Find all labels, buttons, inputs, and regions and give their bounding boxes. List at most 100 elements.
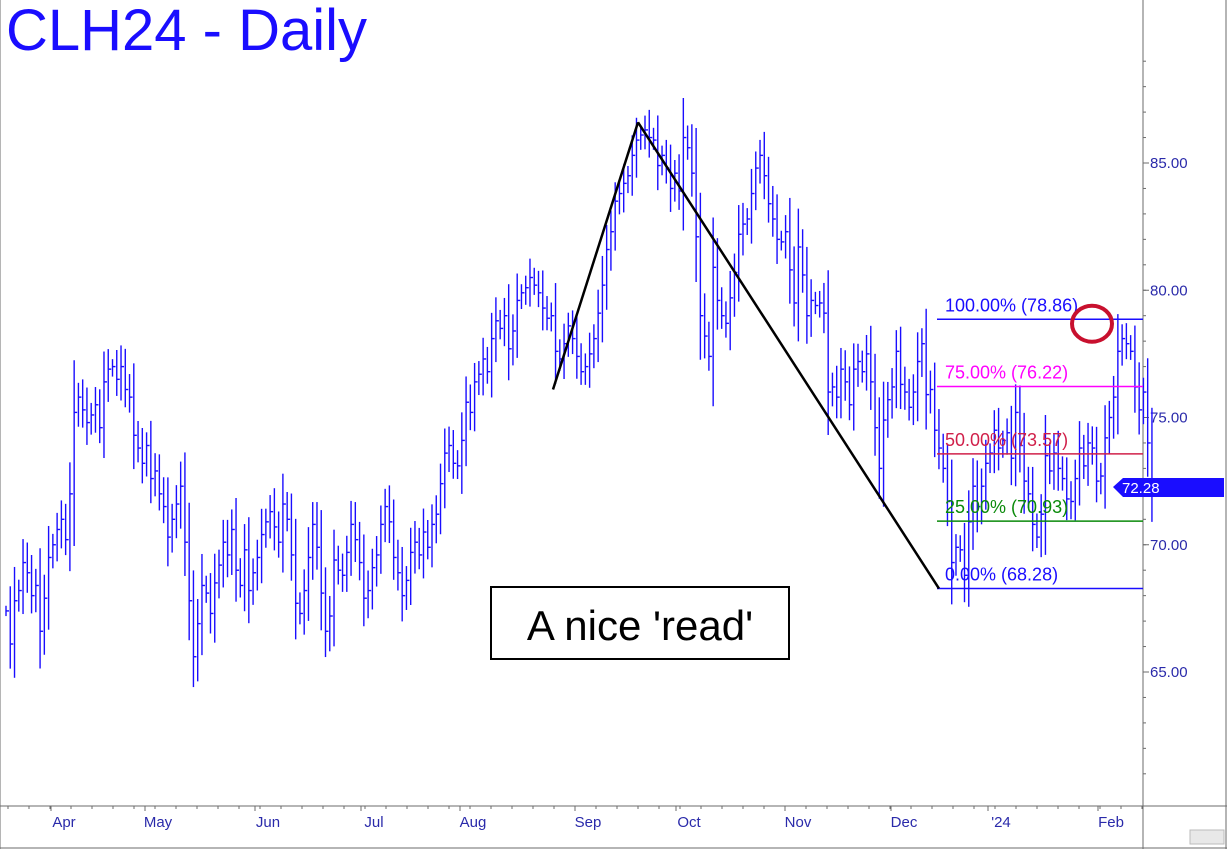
ohlc-bar — [120, 345, 125, 401]
x-tick-label: '24 — [991, 814, 1011, 831]
ohlc-bar — [640, 125, 644, 150]
ohlc-bar — [584, 353, 589, 385]
ohlc-bar — [840, 347, 844, 419]
ohlc-bar — [346, 535, 350, 592]
ohlc-bar — [533, 267, 538, 295]
ohlc-bar — [972, 458, 977, 550]
ohlc-bar — [495, 297, 499, 363]
ohlc-bar — [516, 273, 521, 358]
ohlc-bar — [56, 512, 61, 562]
y-tick-label: 80.00 — [1150, 282, 1188, 299]
ohlc-bar — [1074, 459, 1079, 521]
ohlc-bar — [401, 546, 406, 622]
x-tick-label: Feb — [1098, 814, 1124, 831]
ohlc-bar — [260, 508, 265, 584]
ohlc-bar — [1066, 457, 1070, 521]
ohlc-bar — [955, 534, 959, 576]
ohlc-bar — [43, 574, 48, 655]
ohlc-bar — [137, 420, 142, 463]
ohlc-bar — [150, 420, 154, 504]
ohlc-bar — [916, 332, 921, 422]
ohlc-bar — [789, 197, 793, 304]
y-tick-label: 85.00 — [1150, 155, 1188, 172]
ohlc-bar — [648, 109, 653, 158]
ohlc-bar — [103, 351, 107, 459]
ohlc-bar — [682, 98, 687, 231]
ohlc-bar — [1117, 314, 1121, 435]
ohlc-bar — [865, 334, 870, 391]
ohlc-bar — [1010, 405, 1015, 486]
ohlc-bar — [486, 346, 491, 384]
ohlc-bar — [1100, 462, 1104, 495]
x-tick-label: Apr — [52, 814, 75, 831]
ohlc-bar — [1125, 323, 1130, 360]
ohlc-bar — [780, 230, 785, 251]
ohlc-bar — [329, 595, 333, 652]
ohlc-bar — [435, 495, 440, 544]
annotation-text: A nice 'read' — [527, 602, 753, 649]
ohlc-bars — [5, 98, 1155, 688]
ohlc-bar — [844, 350, 849, 401]
ohlc-bar — [265, 508, 269, 548]
ohlc-bar — [18, 579, 22, 612]
ohlc-bar — [478, 361, 482, 396]
ohlc-bar — [755, 151, 759, 211]
ohlc-bar — [286, 492, 291, 532]
ohlc-bar — [631, 135, 636, 196]
ohlc-bar — [375, 536, 380, 587]
ohlc-bar — [686, 125, 691, 160]
ohlc-bar — [473, 362, 478, 432]
ohlc-bar — [312, 502, 316, 580]
ohlc-bar — [35, 568, 39, 613]
ohlc-bar — [1070, 481, 1074, 520]
ohlc-bar — [1044, 415, 1049, 555]
ohlc-bar — [167, 477, 171, 567]
ohlc-bar — [1129, 335, 1134, 360]
ohlc-bar — [763, 131, 768, 200]
annotation-frame — [490, 586, 790, 660]
ohlc-bar — [248, 517, 252, 624]
ohlc-bar — [405, 566, 410, 610]
ohlc-bar — [708, 321, 712, 371]
ohlc-bar — [201, 553, 205, 656]
last-price-label: 72.28 — [1122, 480, 1160, 497]
ohlc-bar — [22, 539, 27, 615]
ohlc-bar — [537, 270, 542, 308]
ohlc-bar — [158, 454, 163, 511]
ohlc-bar — [593, 324, 597, 369]
ohlc-bar — [1138, 362, 1143, 435]
ohlc-bar — [1078, 421, 1083, 506]
ohlc-bar — [695, 127, 700, 283]
ohlc-bar — [209, 573, 214, 634]
ohlc-bar — [520, 284, 525, 310]
ohlc-bar — [384, 488, 389, 543]
ohlc-bar — [1057, 430, 1062, 491]
ohlc-bar — [1048, 442, 1053, 485]
ohlc-bar — [465, 376, 470, 467]
ohlc-bar — [320, 510, 325, 631]
ohlc-bar — [60, 500, 65, 549]
fib-label: 75.00% (76.22) — [945, 362, 1068, 382]
ohlc-bar — [997, 407, 1002, 471]
ohlc-bar — [627, 165, 631, 194]
ohlc-bar — [525, 275, 529, 305]
ohlc-bar — [610, 210, 614, 271]
x-tick-label: Aug — [460, 814, 487, 831]
ohlc-bar — [358, 521, 363, 581]
ohlc-bar — [448, 426, 453, 473]
ohlc-bar — [908, 378, 913, 421]
ohlc-bar — [47, 525, 52, 630]
ohlc-bar — [929, 370, 934, 414]
ohlc-bar — [776, 194, 781, 264]
ohlc-bar — [1142, 377, 1147, 425]
ohlc-bar — [1027, 466, 1032, 509]
ohlc-bar — [882, 381, 887, 507]
fib-levels: 100.00% (78.86) 75.00% (76.22) 50.00% (73.… — [937, 295, 1143, 590]
ohlc-bar — [605, 224, 610, 310]
ohlc-bar — [414, 521, 418, 574]
ohlc-bar — [99, 389, 103, 444]
ohlc-bar — [431, 504, 435, 568]
ohlc-bar — [235, 497, 240, 602]
ohlc-bar — [30, 554, 35, 614]
ohlc-bar — [703, 293, 708, 359]
